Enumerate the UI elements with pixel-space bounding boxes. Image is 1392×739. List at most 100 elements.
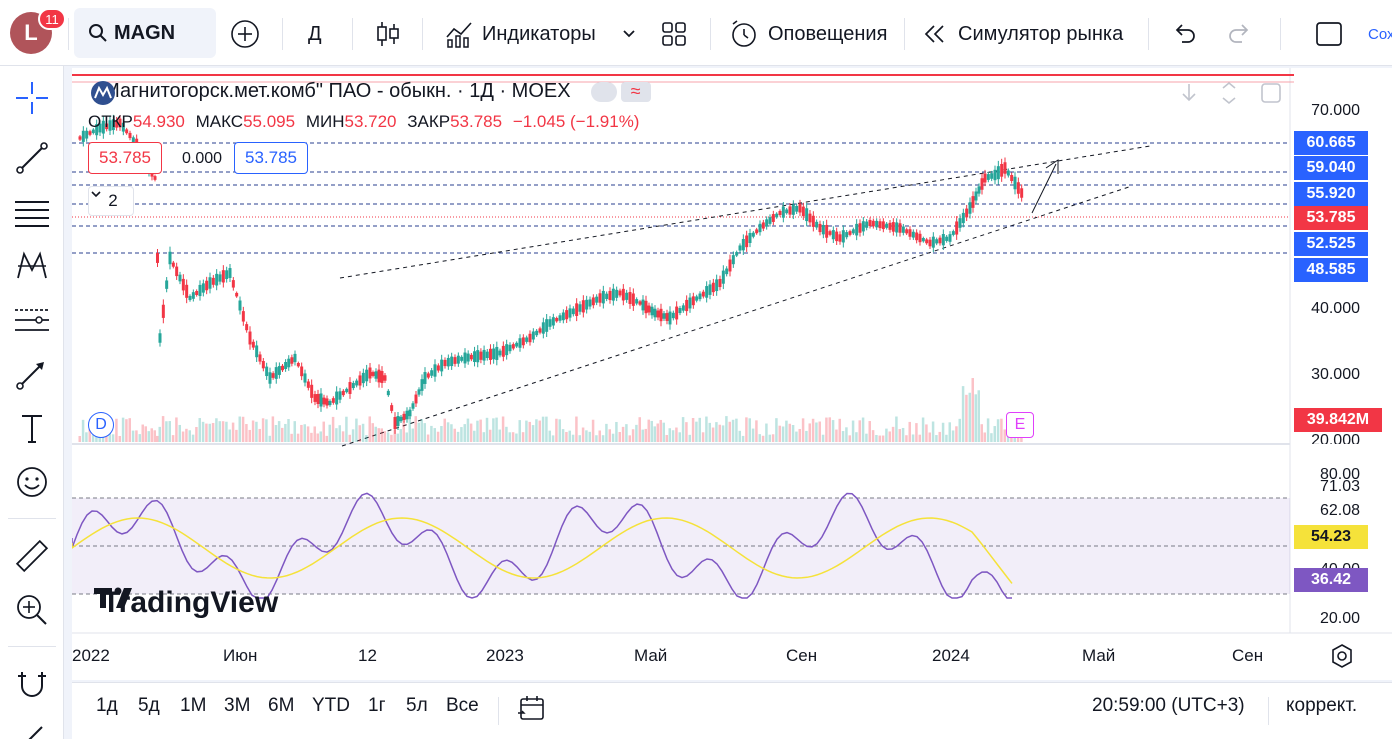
symbol-search-button[interactable]: MAGN xyxy=(74,8,216,58)
candle-body xyxy=(688,297,692,309)
range-all[interactable]: Все xyxy=(446,695,479,716)
collapse-indicators-button[interactable]: 2 xyxy=(88,186,134,216)
compare-button[interactable] xyxy=(230,10,260,58)
layout-button[interactable] xyxy=(660,10,688,58)
chart-pane[interactable]: "Магнитогорск.мет.комб" ПАО - обыкн. · 1… xyxy=(72,68,1392,680)
goto-date-button[interactable] xyxy=(516,693,548,730)
trend-line-tool[interactable] xyxy=(12,138,52,178)
range-6m[interactable]: 6М xyxy=(268,695,295,716)
symbol-legend[interactable]: "Магнитогорск.мет.комб" ПАО - обыкн. · 1… xyxy=(90,80,651,105)
range-1m[interactable]: 1М xyxy=(180,695,207,716)
candle-body xyxy=(528,333,532,343)
zoom-tool[interactable] xyxy=(12,590,52,630)
ruler-tool[interactable] xyxy=(12,536,52,576)
volume-bar xyxy=(153,430,156,442)
replay-button[interactable]: Симулятор рынка xyxy=(922,10,1123,58)
square-icon xyxy=(1316,22,1342,46)
candle-body xyxy=(81,130,85,142)
candle-body xyxy=(798,203,802,213)
candle-body xyxy=(871,220,875,227)
candle-body xyxy=(705,286,709,298)
candle-body xyxy=(541,322,545,334)
fib-tool[interactable] xyxy=(12,192,52,232)
divider xyxy=(68,18,69,50)
volume-bar xyxy=(768,434,771,442)
range-1y[interactable]: 1г xyxy=(368,695,386,716)
candle-body xyxy=(399,416,403,422)
earnings-marker[interactable]: E xyxy=(1006,412,1034,438)
ohlc-values: ОТКР54.930 МАКС55.095 МИН53.720 ЗАКР53.7… xyxy=(88,112,639,132)
candle-body xyxy=(738,245,742,251)
interval-button[interactable]: Д xyxy=(308,10,322,58)
range-1d[interactable]: 1д xyxy=(96,695,118,716)
volume-bar xyxy=(638,417,641,442)
candle-body xyxy=(761,222,765,229)
crosshair-tool[interactable] xyxy=(12,78,52,118)
volume-tag: 39.842M xyxy=(1294,408,1382,432)
pattern-tool[interactable] xyxy=(12,246,52,286)
arrow-tool[interactable] xyxy=(12,354,52,394)
undo-button[interactable] xyxy=(1170,10,1198,58)
volume-bar xyxy=(405,432,408,442)
candle-body xyxy=(708,284,712,295)
minimize-legend-icon[interactable] xyxy=(590,81,617,102)
move-down-button[interactable] xyxy=(1174,80,1204,106)
forecast-tool[interactable] xyxy=(12,300,52,340)
candle-body xyxy=(785,209,789,214)
candle-body xyxy=(198,284,202,297)
candle-body xyxy=(296,362,300,367)
candle-body xyxy=(635,299,639,304)
maximize-pane-button[interactable] xyxy=(1256,80,1286,106)
range-5y[interactable]: 5л xyxy=(406,695,428,716)
candle-body xyxy=(479,351,483,360)
redo-button[interactable] xyxy=(1226,10,1254,58)
wave-icon[interactable]: ≈ xyxy=(620,81,651,102)
volume-bar xyxy=(411,428,414,442)
volume-bar xyxy=(948,422,951,442)
candle-body xyxy=(795,205,799,212)
high-value: 55.095 xyxy=(243,112,296,131)
collapse-pane-button[interactable] xyxy=(1214,80,1244,106)
chart-settings-button[interactable] xyxy=(1328,642,1356,670)
volume-bar xyxy=(548,430,551,442)
chart-type-button[interactable] xyxy=(374,10,402,58)
range-3m[interactable]: 3М xyxy=(224,695,251,716)
candle-body xyxy=(331,398,335,403)
text-tool[interactable] xyxy=(12,408,52,448)
alerts-button[interactable]: Оповещения xyxy=(728,10,887,58)
candle-body xyxy=(108,120,112,131)
volume-bar xyxy=(81,419,85,442)
timezone-button[interactable]: 20:59:00 (UTC+3) xyxy=(1092,695,1245,716)
indicators-button[interactable]: Индикаторы xyxy=(444,10,596,58)
time-axis-label: 2024 xyxy=(932,646,970,665)
volume-bar xyxy=(631,429,635,442)
range-5d[interactable]: 5д xyxy=(138,695,160,716)
candle-body xyxy=(450,356,454,367)
adjust-button[interactable]: коррект. xyxy=(1286,695,1358,716)
candle-body xyxy=(85,130,89,139)
emoji-tool[interactable] xyxy=(12,462,52,502)
magnet-tool[interactable] xyxy=(12,664,52,704)
fullscreen-button[interactable] xyxy=(1314,10,1344,58)
templates-dropdown[interactable] xyxy=(620,10,638,58)
candle-body xyxy=(718,278,722,288)
volume-bar xyxy=(791,424,795,442)
volume-bar xyxy=(925,424,928,442)
candle-body xyxy=(165,280,169,289)
indicators-icon xyxy=(446,22,472,48)
lock-tool[interactable] xyxy=(12,714,52,739)
low-label: МИН xyxy=(305,112,345,131)
volume-bar xyxy=(306,426,310,442)
save-button[interactable]: Сох xyxy=(1368,10,1392,58)
dividend-marker[interactable]: D xyxy=(88,412,114,438)
candle-body xyxy=(644,300,648,314)
range-ytd[interactable]: YTD xyxy=(312,695,350,716)
sell-price-button[interactable]: 53.785 xyxy=(88,142,162,174)
buy-price-button[interactable]: 53.785 xyxy=(234,142,308,174)
volume-bar xyxy=(761,435,765,442)
candle-body xyxy=(277,366,281,375)
time-axis-label: Июн xyxy=(223,646,258,665)
candle-body xyxy=(505,344,509,356)
volume-bar xyxy=(78,436,81,442)
